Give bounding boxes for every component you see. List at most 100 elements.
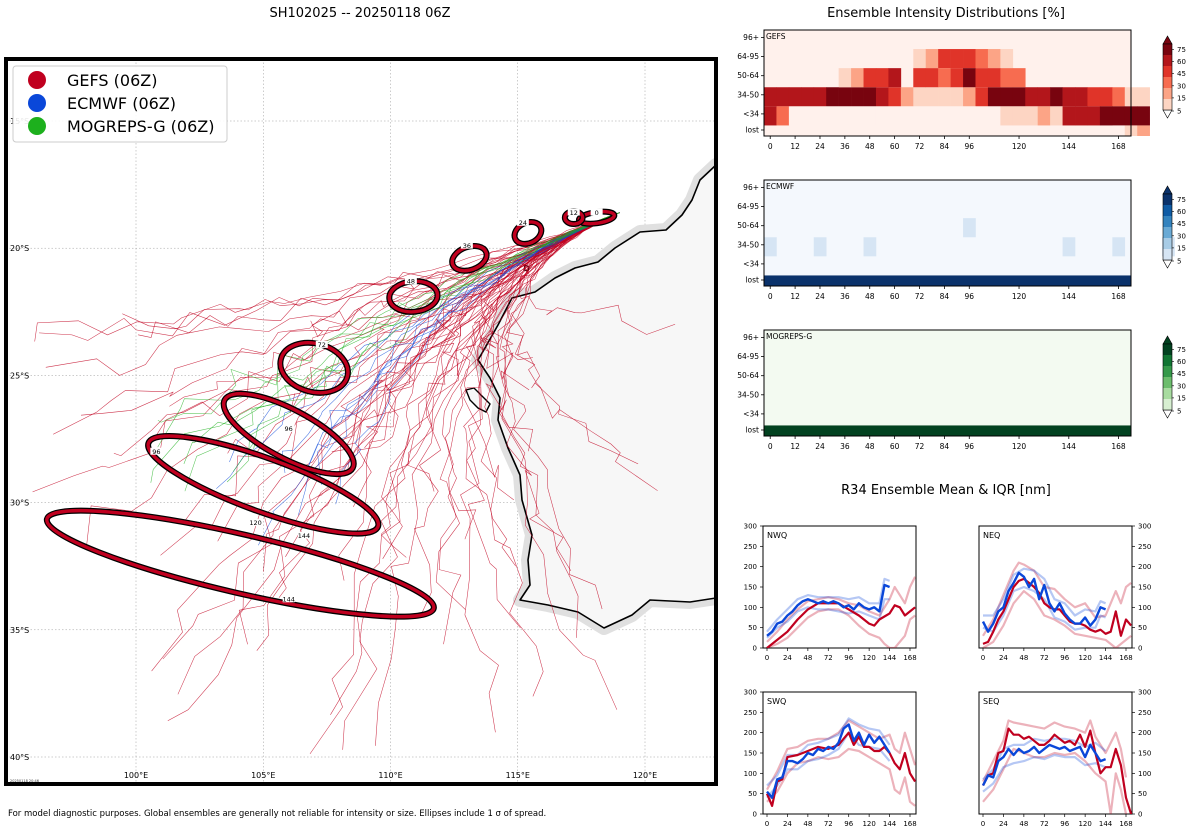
ellipse-label-bg: [150, 447, 163, 455]
heatmap-x-label: 72: [915, 442, 925, 451]
colorbar-segment: [1163, 205, 1172, 216]
heatmap-cell: [1050, 106, 1063, 126]
heatmap-cell: [788, 87, 802, 107]
r34-quadrant-label: NEQ: [983, 531, 1000, 540]
ensemble-track: [463, 212, 620, 501]
ensemble-track: [330, 212, 620, 715]
heatmap-x-label: 48: [865, 292, 875, 301]
ellipse-labels: 0 12 24 36 48 72 96 96 120 144 144: [150, 208, 603, 603]
heatmap-cell: [764, 425, 1131, 436]
heatmap-cell: [863, 237, 877, 257]
ecmwf-iqr-high: [766, 717, 891, 787]
r34-y-label: 50: [1138, 624, 1147, 632]
heatmap-cell: [801, 106, 815, 126]
r34-x-label: 168: [903, 654, 916, 662]
ecmwf-iqr-low: [982, 753, 1107, 793]
heatmap-y-label: 34-50: [737, 390, 759, 399]
heatmap-cell: [1037, 87, 1051, 107]
r34-y-label: 300: [744, 523, 757, 531]
ensemble-tracks: [32, 212, 676, 755]
ecmwf-mean: [766, 723, 891, 799]
ellipse-label-bg: [249, 518, 262, 526]
r34-x-label: 144: [1099, 820, 1113, 828]
colorbar-max-arrow: [1162, 185, 1173, 195]
r34-frame: [978, 525, 1133, 649]
ellipse-label-bg: [282, 595, 295, 603]
colorbar-label: 45: [1177, 370, 1186, 378]
heatmap-cell: [875, 87, 889, 107]
heatmap-cell: [1025, 106, 1038, 126]
heatmap-x-label: 168: [1111, 292, 1126, 301]
heatmap-x-label: 48: [865, 442, 875, 451]
ellipse-label: 12: [570, 209, 578, 217]
heatmap-cell: [1075, 87, 1088, 107]
heatmap-x-label: 168: [1111, 442, 1126, 451]
r34-y-label: 100: [744, 770, 757, 778]
legend-marker-ecmwf: [28, 94, 46, 112]
r34-y-label: 150: [1138, 750, 1151, 758]
heatmap-x-label: 84: [940, 442, 950, 451]
colorbar-segment: [1163, 194, 1172, 205]
colorbar-frame: [1162, 343, 1173, 411]
colorbar-segment: [1163, 249, 1172, 260]
heatmap-x-label: 0: [768, 292, 773, 301]
heatmap-cell: [838, 87, 852, 107]
ellipse-label: 72: [318, 341, 326, 349]
heatmap-cell: [1000, 49, 1014, 69]
heatmap-cell: [1062, 237, 1076, 257]
heatmap-y-label: 96+: [743, 333, 759, 342]
heatmap-cell: [913, 49, 927, 69]
colorbar-label: 15: [1177, 94, 1186, 102]
heatmap-x-label: 144: [1062, 142, 1077, 151]
heatmap-cell: [1087, 87, 1101, 107]
ensemble-track: [138, 212, 620, 338]
ellipse-label: 0: [595, 209, 599, 217]
heatmap-cell: [813, 106, 827, 126]
colorbar-label: 5: [1177, 258, 1181, 266]
heatmap-cell: [1112, 106, 1126, 126]
r34-y-label: 150: [1138, 584, 1151, 592]
ellipse-label: 144: [282, 595, 294, 603]
heatmap-cell: [1000, 87, 1014, 107]
australia-coastline: [477, 164, 716, 629]
heatmap-x-label: 120: [1012, 142, 1027, 151]
shark-bay-peninsula: [465, 387, 491, 413]
legend-item-ecmwf: ECMWF (06Z): [28, 94, 176, 113]
legend: GEFS (06Z) ECMWF (06Z) MOGREPS-G (06Z): [12, 65, 228, 143]
heatmap-y-label: 34-50: [737, 90, 759, 99]
heatmap-y-label: 96+: [743, 183, 759, 192]
heatmap-mogreps-g: MOGREPS-G 96+ 64-95 50-64 34-50 <34 lost 0 12 24 3…: [737, 329, 1186, 451]
r34-y-label: 300: [744, 689, 757, 697]
heatmap-x-label: 60: [890, 292, 900, 301]
heatmap-cell: [950, 68, 964, 88]
r34-quadrant-label: SEQ: [983, 697, 999, 706]
heatmap-frame: [763, 329, 1132, 437]
heatmap-cell: [938, 87, 951, 107]
r34-y-label: 0: [753, 811, 757, 819]
ecmwf-iqr-low: [766, 598, 890, 639]
r34-y-label: 200: [744, 563, 757, 571]
r34-x-label: 0: [765, 654, 769, 662]
colorbar-segment: [1163, 99, 1172, 110]
r34-frame: [762, 525, 917, 649]
gefs-iqr-high: [982, 561, 1132, 637]
r34-y-label: 250: [1138, 709, 1151, 717]
gefs-iqr-low: [766, 608, 916, 648]
heatmap-cell: [1087, 106, 1101, 126]
longitude-labels: 100°E 105°E 110°E 115°E 120°E: [124, 771, 657, 780]
ellipse-label: 48: [407, 277, 415, 285]
lon-label: 110°E: [378, 771, 402, 780]
ensemble-track: [183, 212, 620, 465]
ellipse-label: 144: [298, 532, 310, 540]
heatmap-cell: [813, 87, 827, 107]
r34-x-label: 48: [803, 820, 812, 828]
colorbar-segment: [1163, 344, 1172, 355]
colorbar-label: 45: [1177, 220, 1186, 228]
r34-series: [766, 576, 916, 648]
figure-title: SH102025 -- 20250118 06Z: [269, 6, 450, 21]
heatmap-x-label: 168: [1111, 142, 1126, 151]
colorbar-segment: [1163, 388, 1172, 399]
heatmap-cell: [851, 106, 864, 126]
r34-x-label: 72: [1040, 820, 1049, 828]
heatmap-cell: [1000, 68, 1014, 88]
